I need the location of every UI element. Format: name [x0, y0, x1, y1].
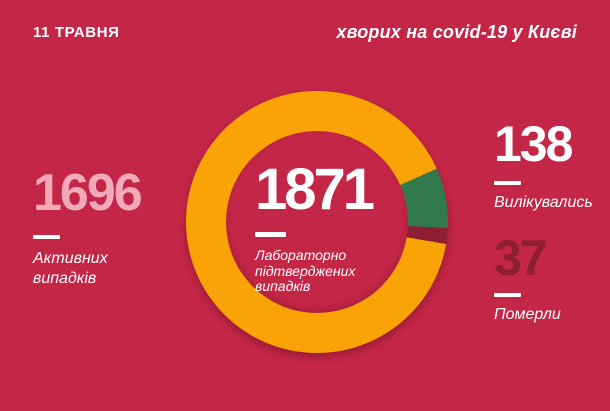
recovered-value: 138 — [494, 116, 573, 172]
stat-active-cases: 1696 Активних випадків — [33, 167, 148, 288]
deaths-value: 37 — [494, 230, 548, 286]
donut-chart — [186, 91, 448, 353]
recovered-label: Вилікувались — [494, 194, 593, 211]
stat-deaths: 37 Померли — [494, 233, 561, 324]
deaths-label: Померли — [494, 306, 561, 323]
date-label: 11 ТРАВНЯ — [33, 24, 120, 41]
divider-dash — [255, 232, 286, 237]
divider-dash — [33, 235, 60, 239]
divider-dash — [494, 293, 521, 297]
page-title: хворих на covid-19 у Києві — [336, 22, 577, 42]
confirmed-label: Лабораторно підтверджених випадків — [255, 247, 356, 295]
stat-recovered: 138 Вилікувались — [494, 119, 593, 212]
stat-confirmed-cases: 1871 Лабораторно підтверджених випадків — [255, 161, 383, 295]
confirmed-value: 1871 — [255, 157, 375, 222]
active-label: Активних випадків — [33, 250, 108, 287]
active-value: 1696 — [33, 164, 143, 222]
donut-hole — [226, 131, 408, 313]
divider-dash — [494, 181, 521, 185]
